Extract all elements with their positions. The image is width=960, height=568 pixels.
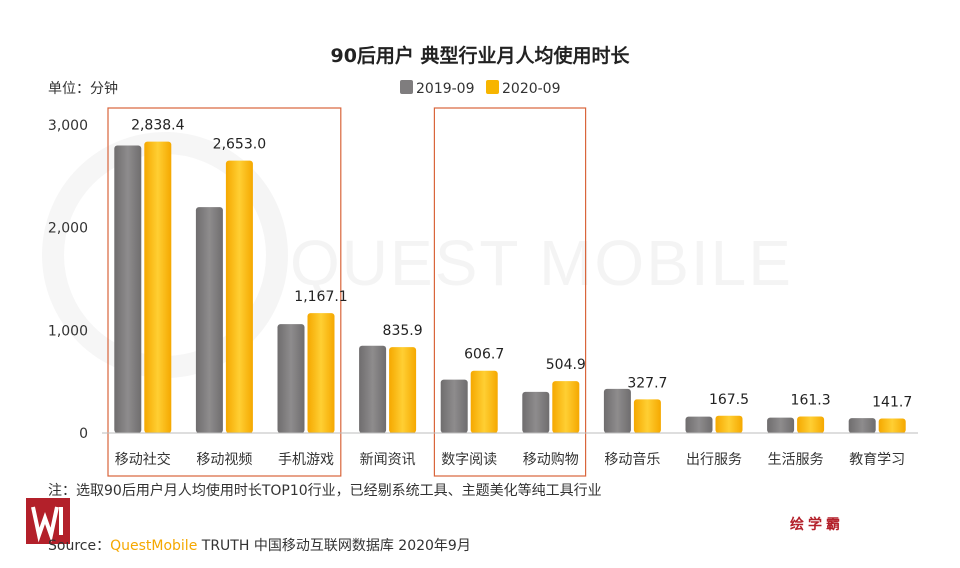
data-label-出行服务: 167.5 bbox=[709, 392, 749, 408]
highlight-box bbox=[433, 107, 587, 477]
x-tick-label: 新闻资讯 bbox=[360, 452, 416, 468]
bar-2020-09-移动购物 bbox=[552, 381, 580, 433]
source-prefix: Source： bbox=[48, 538, 111, 554]
data-labels: 2,838.4 2,653.0 1,167.1 835.9 606.7 504.9 327.… bbox=[131, 118, 912, 411]
data-label-移动社交: 2,838.4 bbox=[131, 118, 185, 134]
bar-2019-09-移动音乐 bbox=[603, 388, 631, 433]
source-line: Source：QuestMobile TRUTH 中国移动互联网数据库 2020… bbox=[48, 535, 471, 555]
x-tick-label: 数字阅读 bbox=[441, 451, 497, 468]
data-label-移动音乐: 327.7 bbox=[627, 375, 667, 391]
bar-2020-09-生活服务 bbox=[797, 416, 825, 433]
bar-2019-09-移动购物 bbox=[522, 391, 550, 433]
highlight-box bbox=[107, 107, 342, 477]
bar-2020-09-移动音乐 bbox=[633, 399, 661, 433]
bar-2019-09-手机游戏 bbox=[277, 324, 305, 433]
data-label-移动购物: 504.9 bbox=[546, 357, 586, 373]
bar-2020-09-数字阅读 bbox=[470, 370, 498, 433]
legend-swatch-2020-09 bbox=[486, 80, 499, 94]
bar-2019-09-新闻资讯 bbox=[359, 345, 387, 433]
data-label-新闻资讯: 835.9 bbox=[383, 323, 423, 339]
chart-title: 90后用户 典型行业月人均使用时长 bbox=[330, 44, 630, 67]
bar-2019-09-移动社交 bbox=[114, 145, 142, 434]
legend-swatch-2019-09 bbox=[400, 80, 413, 94]
bar-2020-09-出行服务 bbox=[715, 415, 743, 433]
highlight-boxes bbox=[107, 107, 587, 477]
x-axis: 移动社交 移动视频 手机游戏 新闻资讯 数字阅读 移动购物 移动音乐 出行服务 生活服务 教育学习 bbox=[115, 451, 905, 468]
bar-2019-09-移动视频 bbox=[195, 207, 223, 433]
x-tick-label: 移动音乐 bbox=[604, 451, 660, 468]
data-label-手机游戏: 1,167.1 bbox=[294, 289, 347, 305]
bar-2020-09-移动视频 bbox=[225, 160, 253, 433]
y-axis: 0 1,000 2,000 3,000 bbox=[48, 118, 88, 442]
y-tick-label: 3,000 bbox=[48, 118, 88, 134]
legend-label-2019-09: 2019-09 bbox=[416, 81, 475, 97]
x-tick-label: 手机游戏 bbox=[278, 452, 334, 468]
y-tick-label: 0 bbox=[79, 426, 88, 442]
y-tick-label: 1,000 bbox=[48, 323, 88, 339]
bar-2019-09-出行服务 bbox=[685, 416, 713, 433]
bars bbox=[114, 141, 906, 434]
legend: 2019-09 2020-09 bbox=[400, 80, 561, 97]
data-label-数字阅读: 606.7 bbox=[464, 347, 504, 363]
source-brand-quest: Quest bbox=[110, 538, 152, 554]
data-label-生活服务: 161.3 bbox=[791, 392, 831, 408]
data-label-教育学习: 141.7 bbox=[872, 394, 912, 410]
bar-2019-09-教育学习 bbox=[848, 418, 876, 433]
bar-2020-09-手机游戏 bbox=[307, 313, 335, 433]
brand-logo bbox=[26, 498, 70, 544]
x-tick-label: 生活服务 bbox=[768, 452, 824, 468]
x-tick-label: 教育学习 bbox=[849, 452, 905, 468]
bar-2020-09-新闻资讯 bbox=[389, 347, 417, 433]
brand-text: 绘学霸 bbox=[790, 517, 844, 533]
data-label-移动视频: 2,653.0 bbox=[213, 137, 266, 153]
legend-label-2020-09: 2020-09 bbox=[502, 81, 561, 97]
bar-2019-09-数字阅读 bbox=[440, 379, 468, 433]
unit-label: 单位：分钟 bbox=[48, 80, 118, 97]
bar-2019-09-生活服务 bbox=[767, 417, 795, 433]
x-tick-label: 移动社交 bbox=[115, 451, 171, 468]
x-tick-label: 移动购物 bbox=[523, 452, 579, 468]
footnote: 注：选取90后用户月人均使用时长TOP10行业，已经剔系统工具、主题美化等纯工具… bbox=[48, 483, 602, 499]
source-text: TRUTH 中国移动互联网数据库 2020年9月 bbox=[197, 538, 471, 554]
source-brand-mobile: Mobile bbox=[151, 538, 198, 554]
watermark-text: QUEST MOBILE bbox=[290, 227, 793, 299]
bar-2020-09-教育学习 bbox=[878, 418, 906, 433]
x-tick-label: 移动视频 bbox=[196, 452, 252, 468]
x-tick-label: 出行服务 bbox=[686, 452, 742, 468]
bar-2020-09-移动社交 bbox=[144, 141, 172, 433]
y-tick-label: 2,000 bbox=[48, 221, 88, 237]
